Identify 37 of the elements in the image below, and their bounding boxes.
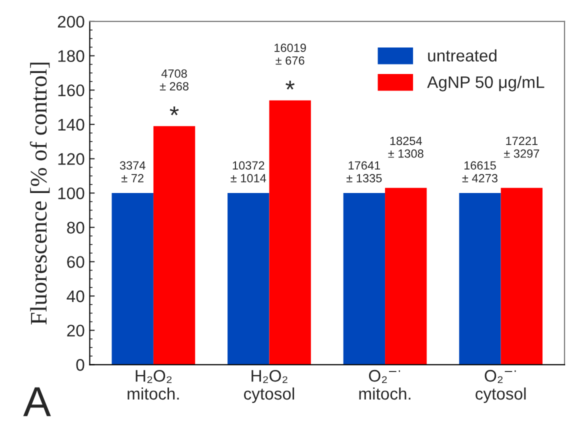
bar [228, 193, 270, 365]
annotation: 17221 ± 3297 [504, 136, 540, 158]
text: A [23, 387, 51, 416]
bar [385, 188, 427, 365]
annotation: 18254 ± 1308 [388, 136, 424, 158]
bar [153, 126, 196, 365]
y-tick-label: 180 [58, 50, 84, 62]
x-tick-label: H₂O₂ cytosol [244, 370, 294, 403]
annotation: * [170, 106, 179, 116]
x-tick-label: H₂O₂ mitoch. [128, 370, 179, 400]
bar [343, 193, 386, 365]
annotation: 17641 ± 1335 [346, 161, 382, 182]
legend-label: untreated [428, 49, 496, 62]
y-tick-label: 0 [76, 359, 84, 371]
y-tick-label: 60 [67, 256, 84, 268]
annotation: 4708 ± 268 [160, 69, 188, 90]
annotation: 3374 ± 72 [120, 161, 146, 182]
y-tick-label: 120 [58, 153, 84, 165]
category-label: O₂$^{−·}$ mitoch. [359, 370, 410, 400]
bar [459, 193, 501, 365]
y-tick-label: 160 [58, 84, 84, 96]
category-label: O₂$^{−·}$ cytosol [476, 370, 526, 403]
y-tick-label: 40 [66, 290, 84, 302]
y-tick-label: 200 [58, 16, 84, 28]
annotation: 16019 ± 676 [274, 44, 306, 65]
bar [112, 193, 154, 365]
y-tick-label: 80 [67, 222, 84, 234]
annotation: * [286, 80, 295, 90]
y-axis-title: Fluorescence [% of control] [30, 62, 50, 324]
bar [500, 188, 543, 365]
annotation: 10372 ± 1014 [230, 161, 266, 182]
annotation: 16615 ± 4273 [462, 161, 498, 182]
y-tick-label: 100 [58, 187, 84, 200]
y-tick-label: 140 [58, 118, 84, 131]
y-tick-label: 20 [67, 324, 84, 337]
legend-label: AgNP 50 μg/mL [427, 76, 544, 92]
bar [269, 100, 311, 365]
